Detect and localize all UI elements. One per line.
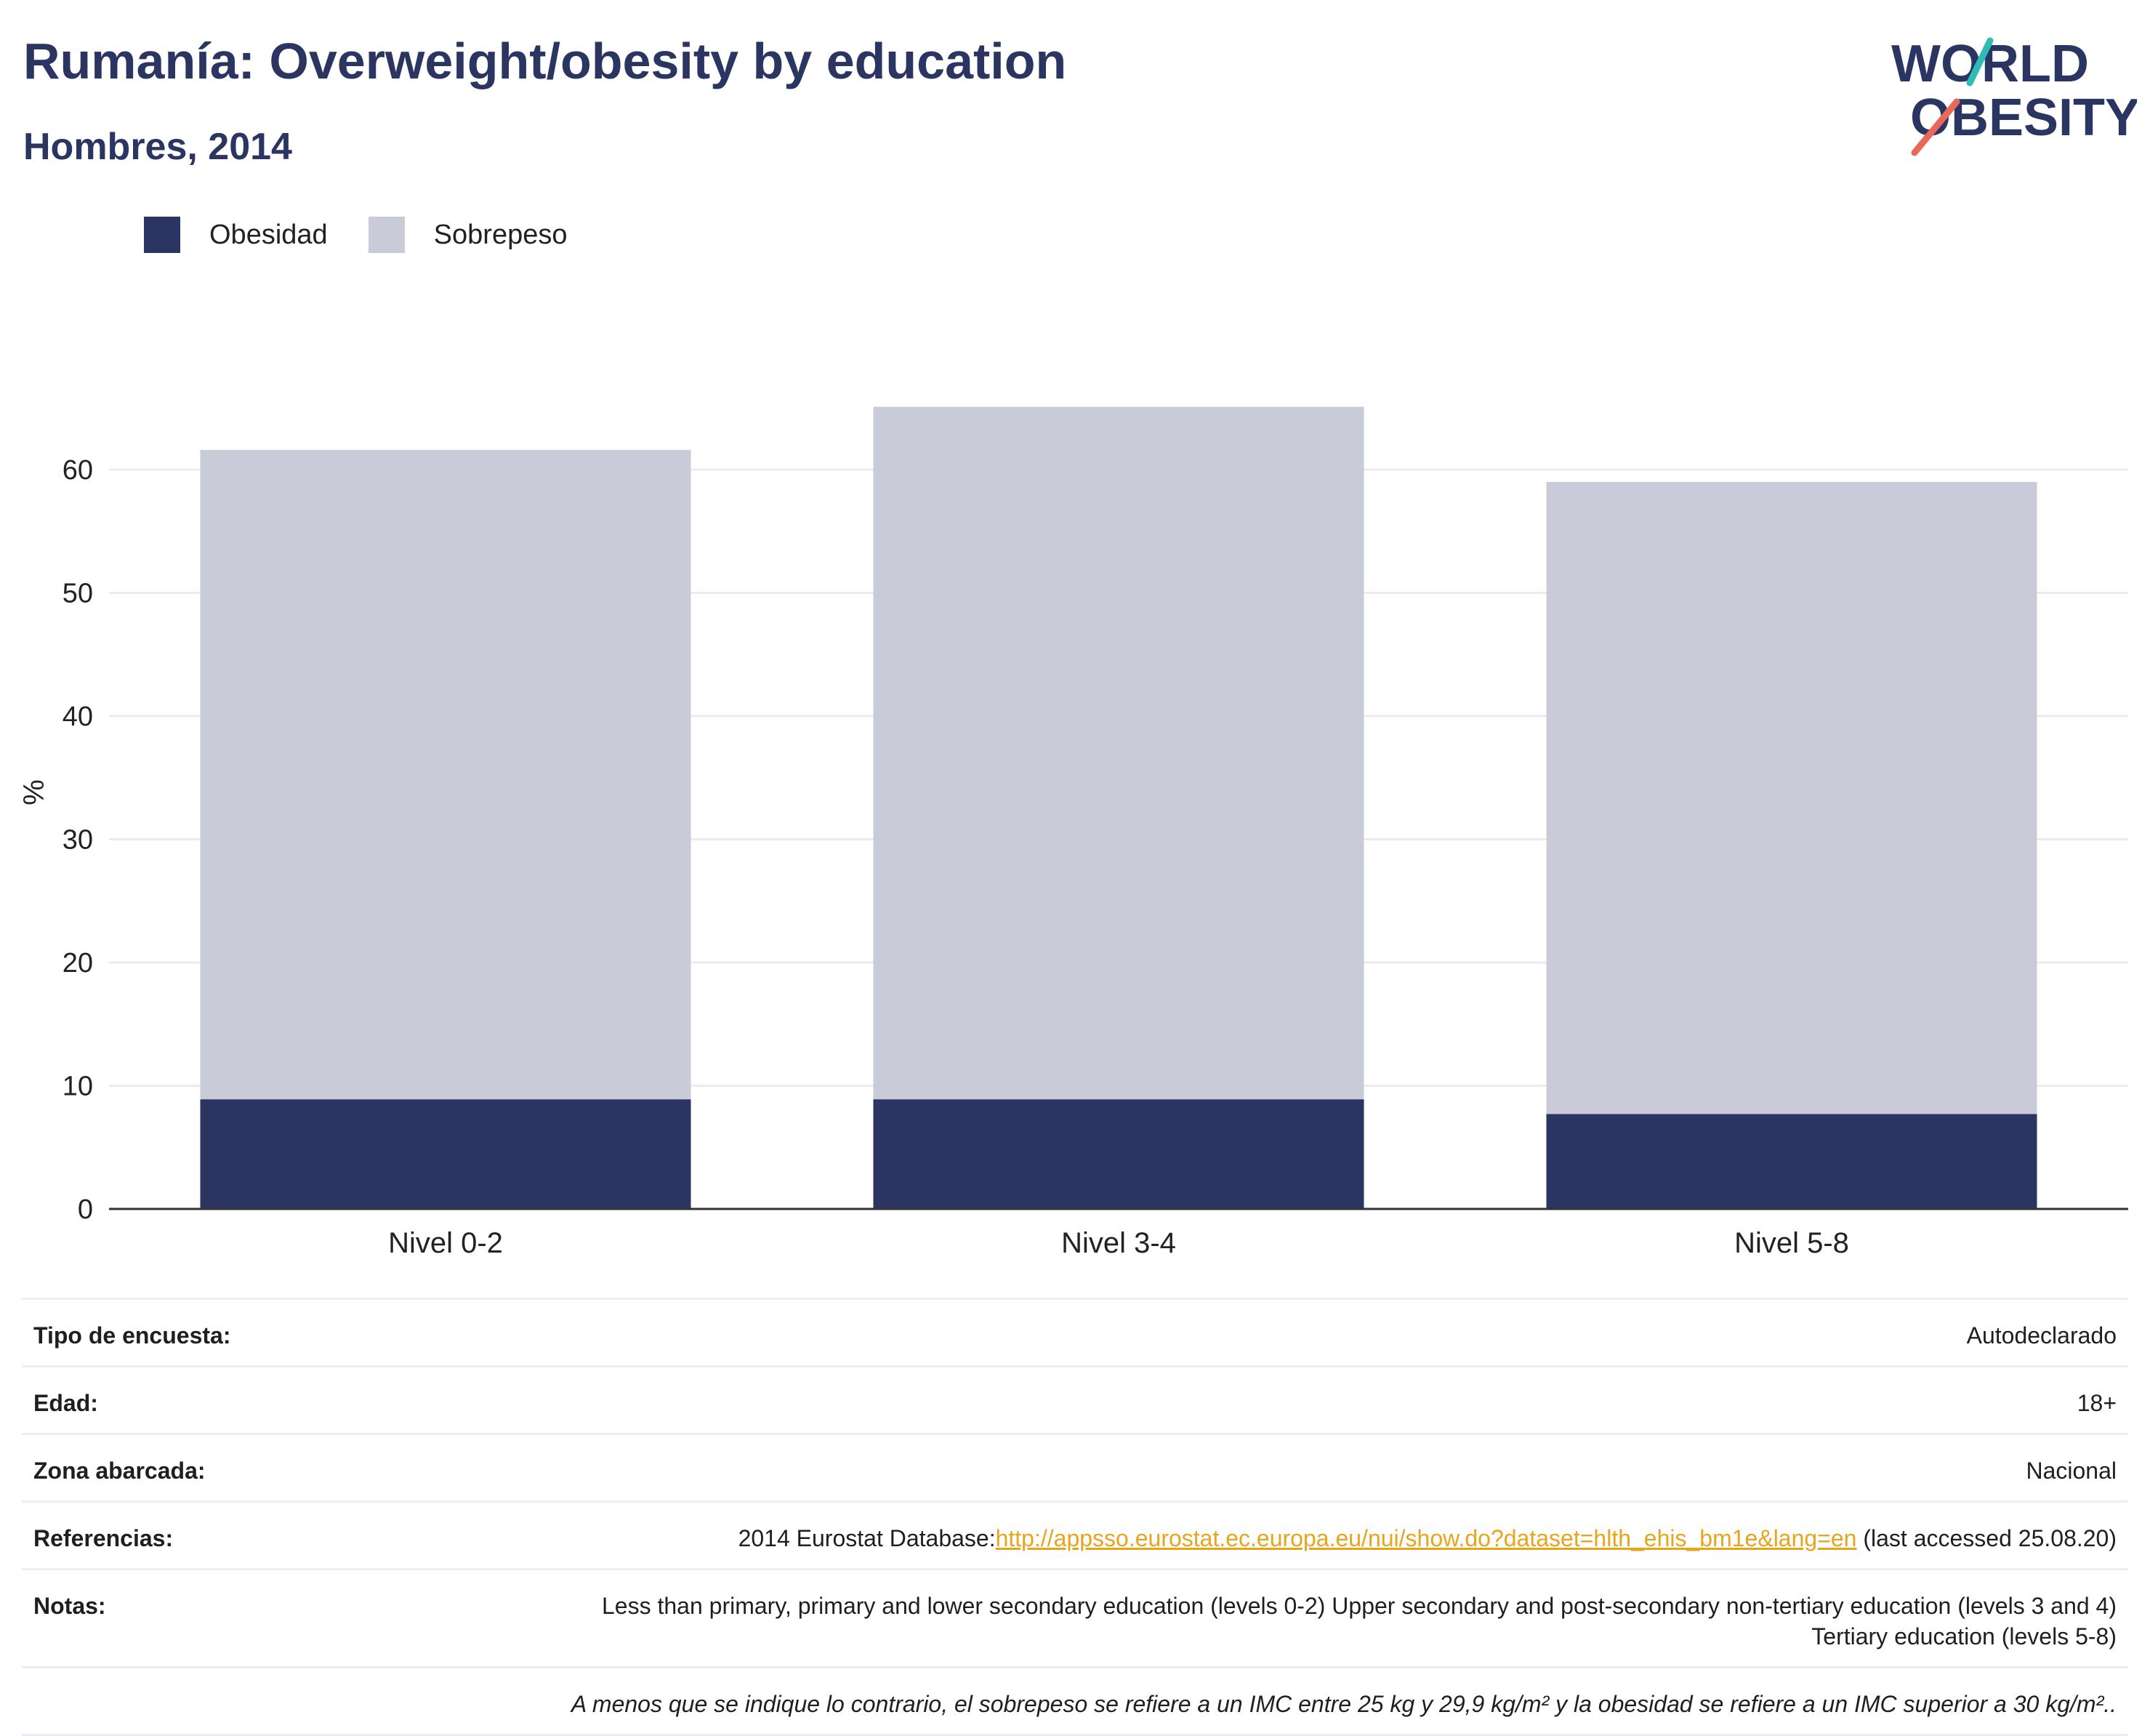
bar-obesidad xyxy=(1546,1114,2037,1209)
meta-value: Less than primary, primary and lower sec… xyxy=(601,1593,2117,1649)
bar-sobrepeso xyxy=(873,406,1364,1100)
x-tick-label: Nivel 3-4 xyxy=(1061,1227,1176,1259)
y-tick-label: 60 xyxy=(63,455,93,486)
bar-sobrepeso xyxy=(1546,481,2037,1114)
y-axis-label: % xyxy=(18,779,50,805)
x-tick-label: Nivel 0-2 xyxy=(388,1227,503,1259)
legend-item-sobrepeso[interactable]: Sobrepeso xyxy=(368,217,568,253)
legend: Obesidad Sobrepeso xyxy=(144,217,567,253)
legend-swatch-sobrepeso xyxy=(368,217,405,253)
meta-key: Notas: xyxy=(33,1593,106,1619)
bar-sobrepeso xyxy=(200,449,691,1100)
legend-item-obesidad[interactable]: Obesidad xyxy=(144,217,328,253)
meta-value: 18+ xyxy=(2077,1390,2117,1416)
reference-suffix: (last accessed 25.08.20) xyxy=(1856,1525,2117,1551)
reference-prefix: 2014 Eurostat Database: xyxy=(738,1525,996,1551)
legend-swatch-obesidad xyxy=(144,217,180,253)
y-tick-label: 50 xyxy=(63,579,93,609)
meta-row-age: Edad: 18+ xyxy=(22,1365,2128,1433)
y-tick-label: 20 xyxy=(63,948,93,978)
bar-obesidad xyxy=(200,1099,691,1209)
meta-row-notes: Notas: Less than primary, primary and lo… xyxy=(22,1568,2128,1666)
y-tick-label: 40 xyxy=(63,702,93,732)
y-tick-label: 10 xyxy=(63,1072,93,1102)
meta-key: Edad: xyxy=(33,1390,98,1416)
bar-chart: 0 10 20 30 40 50 60 Nivel 0-2 Nivel 3-4 Nivel 5-8… xyxy=(18,406,2128,1259)
world-obesity-logo: WORLD OBESITY xyxy=(1891,35,2137,156)
definition-footnote: A menos que se indique lo contrario, el … xyxy=(22,1666,2128,1736)
meta-value: 2014 Eurostat Database:http://appsso.eur… xyxy=(738,1523,2117,1554)
meta-value: Autodeclarado xyxy=(1966,1322,2117,1349)
meta-row-area: Zona abarcada: Nacional xyxy=(22,1433,2128,1500)
x-tick-label: Nivel 5-8 xyxy=(1734,1227,1849,1259)
meta-key: Referencias: xyxy=(33,1525,174,1551)
meta-key: Tipo de encuesta: xyxy=(33,1322,231,1349)
meta-row-references: Referencias: 2014 Eurostat Database:http… xyxy=(22,1500,2128,1568)
bar-obesidad xyxy=(873,1099,1364,1209)
legend-label-obesidad: Obesidad xyxy=(209,219,328,250)
meta-key: Zona abarcada: xyxy=(33,1458,206,1484)
svg-text:OBESITY: OBESITY xyxy=(1910,89,2137,147)
metadata-table: Tipo de encuesta: Autodeclarado Edad: 18… xyxy=(22,1298,2128,1736)
y-tick-label: 30 xyxy=(63,825,93,856)
reference-link[interactable]: http://appsso.eurostat.ec.europa.eu/nui/… xyxy=(995,1525,1857,1551)
chart-title: Rumanía: Overweight/obesity by education xyxy=(23,33,1067,89)
y-tick-label: 0 xyxy=(78,1194,93,1225)
legend-label-sobrepeso: Sobrepeso xyxy=(433,219,568,250)
chart-subtitle: Hombres, 2014 xyxy=(23,126,292,168)
meta-row-survey-type: Tipo de encuesta: Autodeclarado xyxy=(22,1298,2128,1365)
meta-value: Nacional xyxy=(2026,1458,2117,1484)
